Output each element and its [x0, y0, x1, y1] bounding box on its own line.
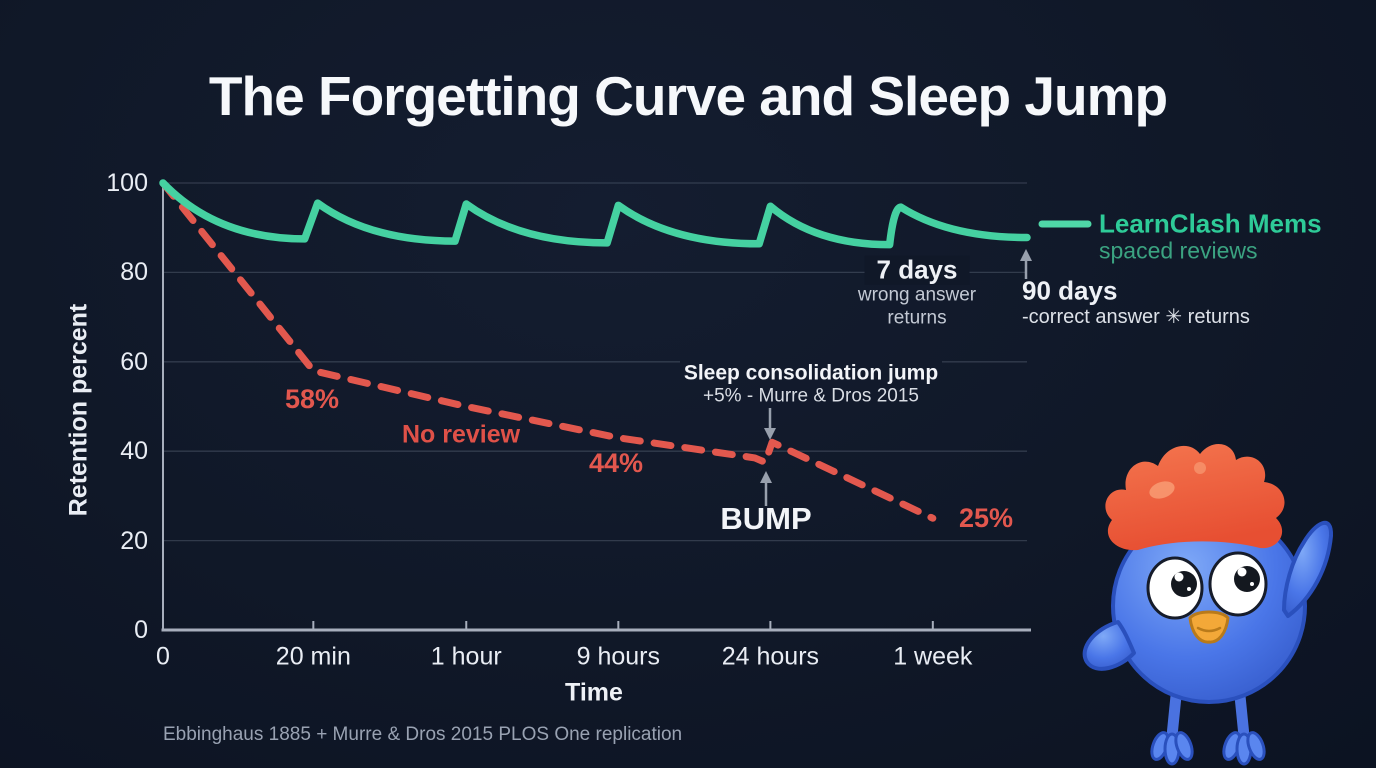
- page-title: The Forgetting Curve and Sleep Jump: [208, 65, 1168, 127]
- mascot-feet: [1150, 731, 1266, 766]
- mascot-wing-right: [1282, 520, 1334, 618]
- mascot-hair-highlight-2: [1194, 462, 1206, 474]
- x-tick-label-5: 24 hours: [721, 642, 820, 671]
- gridlines: [163, 182, 1027, 542]
- green-end-up-arrow-icon: [1020, 249, 1032, 279]
- bump-label: BUMP: [720, 500, 812, 536]
- sleep-jump-citation: +5% - Murre & Dros 2015: [703, 385, 919, 407]
- axes: [161, 183, 1031, 632]
- mascot-beak: [1188, 610, 1230, 644]
- sleep-jump-title: Sleep consolidation jump: [683, 361, 939, 385]
- mascot-flame-hair: [1105, 443, 1285, 551]
- y-tick-label-0: 0: [134, 616, 148, 644]
- mascot-hair-highlight: [1149, 481, 1175, 499]
- mascot-bird: [1082, 443, 1334, 766]
- x-tick-label-1: 0: [156, 642, 170, 671]
- mascot-beak-mouth: [1196, 626, 1222, 633]
- label-44pct: 44%: [588, 448, 644, 479]
- ninety-days-label: 90 days: [1022, 275, 1118, 306]
- legend-title: LearnClash Mems: [1099, 208, 1322, 239]
- y-tick-label-60: 60: [120, 347, 148, 376]
- ninety-days-sub: -correct answer ✳ returns: [1022, 306, 1250, 328]
- seven-days-sub2: returns: [887, 307, 947, 329]
- seven-days-label: 7 days: [864, 256, 970, 285]
- seven-days-sub1: wrong answer: [857, 284, 977, 306]
- x-tick-label-6: 1 week: [893, 642, 973, 671]
- spaced-review-line: [159, 179, 1031, 249]
- source-citation: Ebbinghaus 1885 + Murre & Dros 2015 PLOS…: [163, 724, 683, 745]
- y-tick-label-80: 80: [120, 258, 148, 287]
- x-axis-ticks: [312, 621, 934, 630]
- y-tick-label-40: 40: [120, 437, 148, 466]
- bump-up-arrow-icon: [760, 471, 772, 506]
- label-25pct: 25%: [958, 503, 1014, 534]
- y-tick-label-20: 20: [120, 526, 148, 555]
- mascot-eyes: [1146, 551, 1268, 620]
- label-no-review: No review: [401, 420, 521, 449]
- mascot-legs: [1166, 690, 1250, 742]
- y-tick-label-100: 100: [106, 169, 148, 197]
- x-tick-label-3: 1 hour: [430, 642, 502, 671]
- mascot-wing-left: [1082, 620, 1136, 671]
- forgetting-curve-line: [159, 179, 937, 522]
- legend-subtitle: spaced reviews: [1099, 237, 1258, 264]
- bump-down-arrow-icon: [764, 408, 776, 440]
- x-axis-title: Time: [565, 678, 623, 707]
- y-axis-title: Retention percent: [64, 303, 93, 517]
- label-58pct: 58%: [284, 384, 340, 415]
- x-tick-label-4: 9 hours: [576, 642, 661, 671]
- x-tick-label-2: 20 min: [275, 642, 351, 671]
